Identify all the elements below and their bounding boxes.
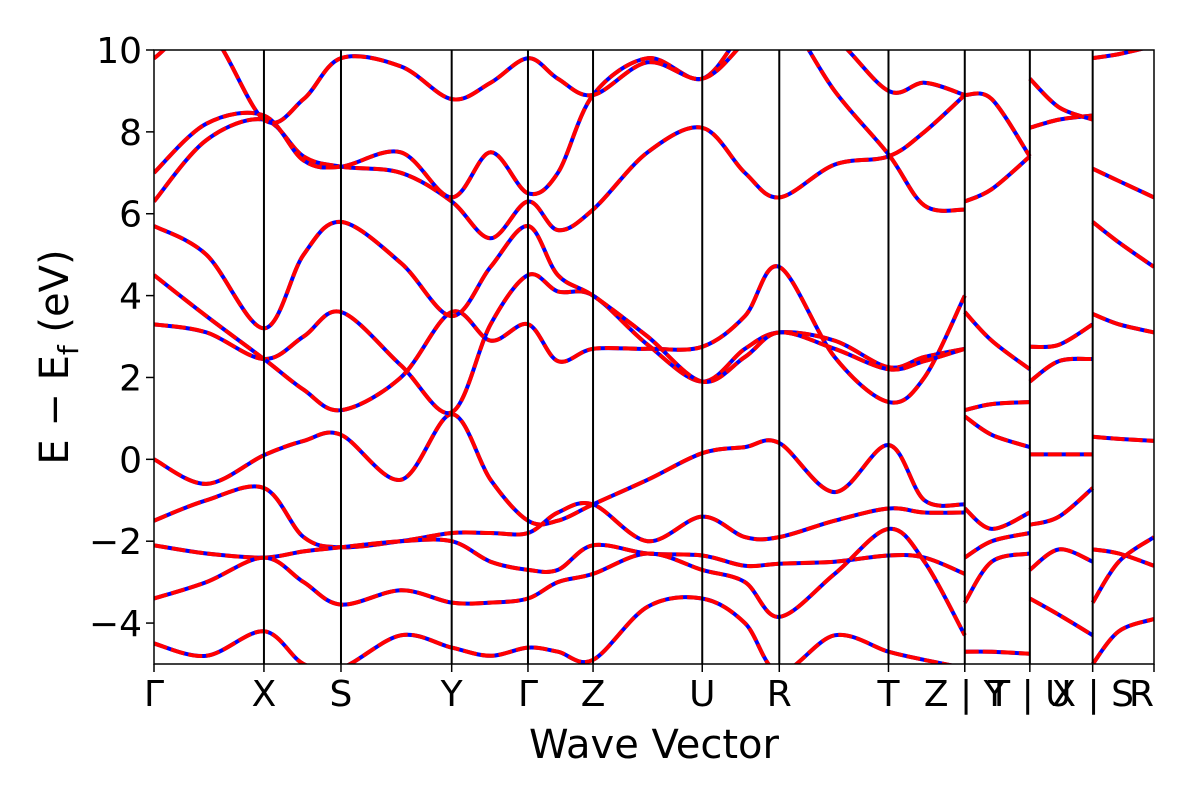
x-tick-label: T <box>876 674 900 715</box>
band-line-red-32 <box>1090 535 1154 604</box>
y-tick-label: −4 <box>89 604 142 645</box>
x-tick-label: U <box>689 674 715 715</box>
band-line-red-8 <box>154 93 967 241</box>
band-line-red-24 <box>1028 547 1094 572</box>
band-line-red-31 <box>1092 547 1154 568</box>
x-tick-label: Z | Y <box>924 674 1007 715</box>
band-line-red-13 <box>963 414 1031 450</box>
band-line-red-27 <box>1028 77 1094 122</box>
y-axis-title: E − Ef (eV) <box>32 249 85 464</box>
y-tick-label: −2 <box>89 522 142 563</box>
band-line-red-10 <box>154 50 966 125</box>
band-line-red-9 <box>154 50 965 213</box>
band-line-red-29 <box>1091 312 1154 335</box>
band-line-red-19 <box>964 91 1032 158</box>
y-tick-label: 10 <box>96 31 142 72</box>
band-line-red-21 <box>1028 356 1093 384</box>
x-tick-label: S <box>330 674 353 715</box>
band-line-red-7 <box>154 219 966 384</box>
band-line-red-3 <box>154 526 967 637</box>
y-tick-label: 8 <box>119 113 142 154</box>
band-line-red-4 <box>154 595 955 664</box>
band-line-red-34 <box>1091 166 1154 200</box>
band-line-blue-10 <box>154 50 966 125</box>
band-line-red-2 <box>154 537 966 576</box>
band-line-blue-32 <box>1090 535 1154 604</box>
y-axis-title-tail: (eV) <box>32 249 78 345</box>
band-line-blue-6 <box>154 264 967 413</box>
band-line-red-6 <box>154 264 967 413</box>
band-line-red-17 <box>964 649 1030 656</box>
y-axis-ticks: −4 −2 0 2 4 6 8 10 <box>89 31 154 645</box>
band-line-red-15 <box>963 531 1031 560</box>
band-line-blue-0 <box>154 412 966 527</box>
x-tick-label: X | S <box>1051 674 1134 715</box>
band-line-blue-24 <box>1028 547 1094 572</box>
x-tick-label: Y <box>440 674 464 715</box>
band-line-blue-20 <box>1029 322 1094 350</box>
band-line-red-18 <box>963 154 1032 204</box>
plot-frame <box>153 49 1155 665</box>
x-tick-label: Γ <box>518 674 538 715</box>
band-line-blue-19 <box>964 91 1032 158</box>
band-line-blue-33 <box>1091 617 1154 664</box>
band-line-red-12 <box>964 400 1030 413</box>
band-line-red-0 <box>154 412 966 527</box>
band-line-blue-27 <box>1028 77 1094 122</box>
x-tick-label: R <box>767 674 792 715</box>
band-line-blue-9 <box>154 50 965 213</box>
y-axis-title-sub: f <box>52 344 85 355</box>
y-axis-title-main: E − E <box>32 355 78 465</box>
y-tick-label: 4 <box>119 277 142 318</box>
high-symmetry-lines <box>262 50 1094 664</box>
band-lines <box>154 50 1154 664</box>
band-line-red-11 <box>963 310 1032 371</box>
x-tick-label: X <box>252 674 277 715</box>
x-tick-label: R <box>1129 674 1154 715</box>
x-axis-title: Wave Vector <box>529 722 780 768</box>
x-tick-label: Γ <box>144 674 164 715</box>
y-tick-label: 0 <box>119 440 142 481</box>
band-line-red-14 <box>963 506 1031 531</box>
band-line-red-1 <box>154 484 965 550</box>
band-line-red-20 <box>1029 322 1094 350</box>
x-tick-label: T | U <box>987 674 1071 715</box>
band-line-blue-16 <box>963 551 1031 604</box>
band-line-red-16 <box>963 551 1031 604</box>
band-line-red-23 <box>1029 486 1095 527</box>
band-line-red-33 <box>1091 617 1154 664</box>
x-tick-label: Z <box>581 674 606 715</box>
band-line-red-28 <box>1091 220 1154 269</box>
band-line-red-5 <box>154 272 966 416</box>
band-line-blue-23 <box>1029 486 1095 527</box>
band-line-red-30 <box>1092 434 1154 443</box>
y-tick-label: 6 <box>119 195 142 236</box>
band-line-red-35 <box>1092 50 1146 61</box>
band-line-red-25 <box>1028 596 1094 638</box>
y-tick-label: 2 <box>119 358 142 399</box>
